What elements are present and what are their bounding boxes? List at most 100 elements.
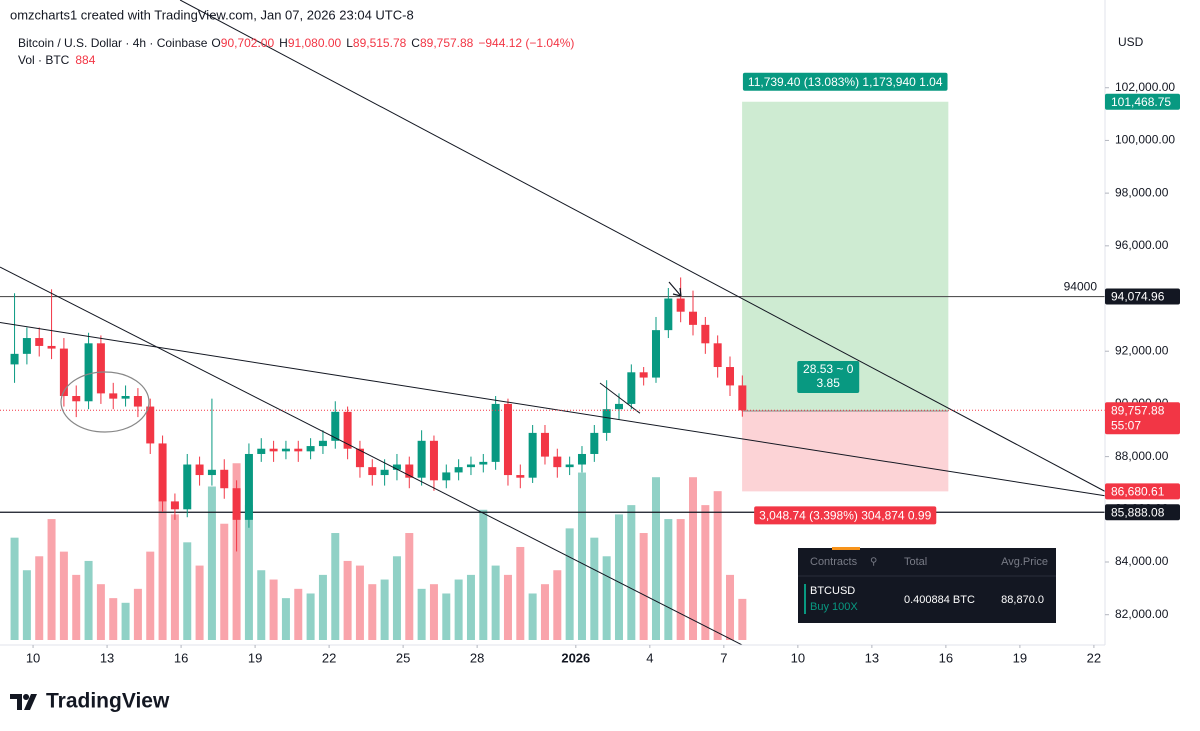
price-badge-label: 85,888.08 bbox=[1111, 505, 1165, 519]
plot bbox=[0, 0, 1105, 645]
ohlc-value: 89,757.88 bbox=[420, 36, 474, 50]
volume-bar bbox=[590, 537, 599, 640]
candle-body bbox=[72, 396, 81, 402]
price-badge bbox=[1105, 288, 1180, 305]
target-label: 11,739.40 (13.083%) 1,173,940 1.04 bbox=[748, 75, 943, 89]
panel-header: Contracts bbox=[810, 556, 858, 568]
side-bar bbox=[804, 584, 806, 614]
y-tick-label: 92,000.00 bbox=[1115, 343, 1169, 357]
stop-label-bg bbox=[754, 506, 937, 525]
candle-body bbox=[306, 446, 315, 452]
candle-body bbox=[688, 311, 697, 325]
candle-body bbox=[96, 343, 105, 394]
candle-body bbox=[429, 440, 438, 481]
price-badge bbox=[1105, 402, 1180, 435]
candle-body bbox=[281, 448, 290, 452]
panel-tab bbox=[832, 547, 860, 550]
candle-body bbox=[442, 472, 451, 481]
candle-body bbox=[257, 448, 266, 454]
volume-bar bbox=[269, 579, 278, 640]
arrow-drawing bbox=[668, 281, 682, 297]
attribution: omzcharts1 created with TradingView.com,… bbox=[10, 7, 414, 22]
volume-bar bbox=[429, 584, 438, 640]
volume-bar bbox=[380, 579, 389, 640]
candle-body bbox=[220, 469, 229, 489]
candle-body bbox=[59, 348, 68, 397]
candle-body bbox=[109, 393, 118, 399]
candle-body bbox=[294, 448, 303, 452]
volume-bar bbox=[294, 588, 303, 640]
ratio-bg bbox=[797, 361, 860, 394]
volume-bar bbox=[466, 574, 475, 640]
countdown: 55:07 bbox=[1111, 418, 1141, 432]
volume-bar bbox=[170, 514, 179, 640]
x-tick-label: 22 bbox=[1087, 650, 1101, 665]
candle-body bbox=[417, 440, 426, 478]
y-tick-label: 84,000.00 bbox=[1115, 554, 1169, 568]
candle-body bbox=[639, 372, 648, 378]
volume-bar bbox=[35, 556, 44, 640]
price-badge bbox=[1105, 504, 1180, 521]
candle-body bbox=[158, 443, 167, 502]
y-tick-label: 100,000.00 bbox=[1115, 133, 1175, 147]
candle-body bbox=[491, 403, 500, 462]
stop-zone bbox=[742, 411, 949, 492]
candle-body bbox=[466, 464, 475, 468]
x-tick-label: 10 bbox=[26, 650, 40, 665]
pin-icon: ⚲ bbox=[870, 557, 877, 568]
ohlc-value: 89,515.78 bbox=[353, 36, 407, 50]
candle-body bbox=[207, 469, 216, 476]
target-label-bg bbox=[742, 72, 948, 91]
candle-body bbox=[565, 464, 574, 468]
candle-body bbox=[503, 403, 512, 476]
volume-bar bbox=[281, 598, 290, 640]
candle-body bbox=[22, 338, 31, 354]
x-tick-label: 19 bbox=[1013, 650, 1027, 665]
x-tick-label: 16 bbox=[174, 650, 188, 665]
x-tick-label: 16 bbox=[939, 650, 953, 665]
volume-bar bbox=[318, 574, 327, 640]
volume-bar bbox=[244, 505, 253, 640]
x-tick-label: 13 bbox=[865, 650, 879, 665]
y-tick-label: 102,000.00 bbox=[1115, 80, 1175, 94]
volume-bar bbox=[220, 523, 229, 640]
volume-bar bbox=[726, 574, 735, 640]
volume-bar bbox=[158, 500, 167, 640]
volume-bar bbox=[664, 519, 673, 640]
candle-body bbox=[195, 464, 204, 476]
price-badge-label: 89,757.88 bbox=[1111, 403, 1165, 417]
price-badge-label: 94,074.96 bbox=[1111, 290, 1165, 304]
candle-body bbox=[651, 330, 660, 378]
candle-body bbox=[368, 467, 377, 476]
candle-body bbox=[133, 396, 142, 407]
volume-bar bbox=[577, 472, 586, 640]
candle-body bbox=[577, 453, 586, 465]
candle-body bbox=[244, 453, 253, 520]
candle-body bbox=[726, 367, 735, 386]
candle-body bbox=[701, 324, 710, 344]
volume-bar bbox=[22, 570, 31, 640]
x-tick-label: 22 bbox=[322, 650, 336, 665]
volume-bar bbox=[195, 565, 204, 640]
ratio-label: 28.53 ~ 0 bbox=[803, 362, 854, 376]
x-tick-label: 13 bbox=[100, 650, 114, 665]
volume-bar bbox=[121, 602, 130, 640]
candle-body bbox=[540, 432, 549, 457]
candle-body bbox=[269, 448, 278, 452]
volume-bar bbox=[109, 598, 118, 640]
candle-body bbox=[170, 501, 179, 510]
price-badge bbox=[1105, 483, 1180, 500]
volume-bar bbox=[47, 519, 56, 640]
candle-body bbox=[516, 475, 525, 478]
volume-bar bbox=[146, 551, 155, 640]
volume-bar bbox=[651, 477, 660, 640]
volume-label: Vol · BTC bbox=[18, 53, 70, 67]
candle-body bbox=[146, 406, 155, 444]
panel-header: Total bbox=[904, 556, 927, 568]
volume-bar bbox=[565, 528, 574, 640]
ohlc-key: O bbox=[211, 36, 220, 50]
volume-bar bbox=[602, 556, 611, 640]
candle-body bbox=[553, 456, 562, 468]
volume-value: 884 bbox=[75, 53, 95, 67]
x-tick-label: 28 bbox=[470, 650, 484, 665]
